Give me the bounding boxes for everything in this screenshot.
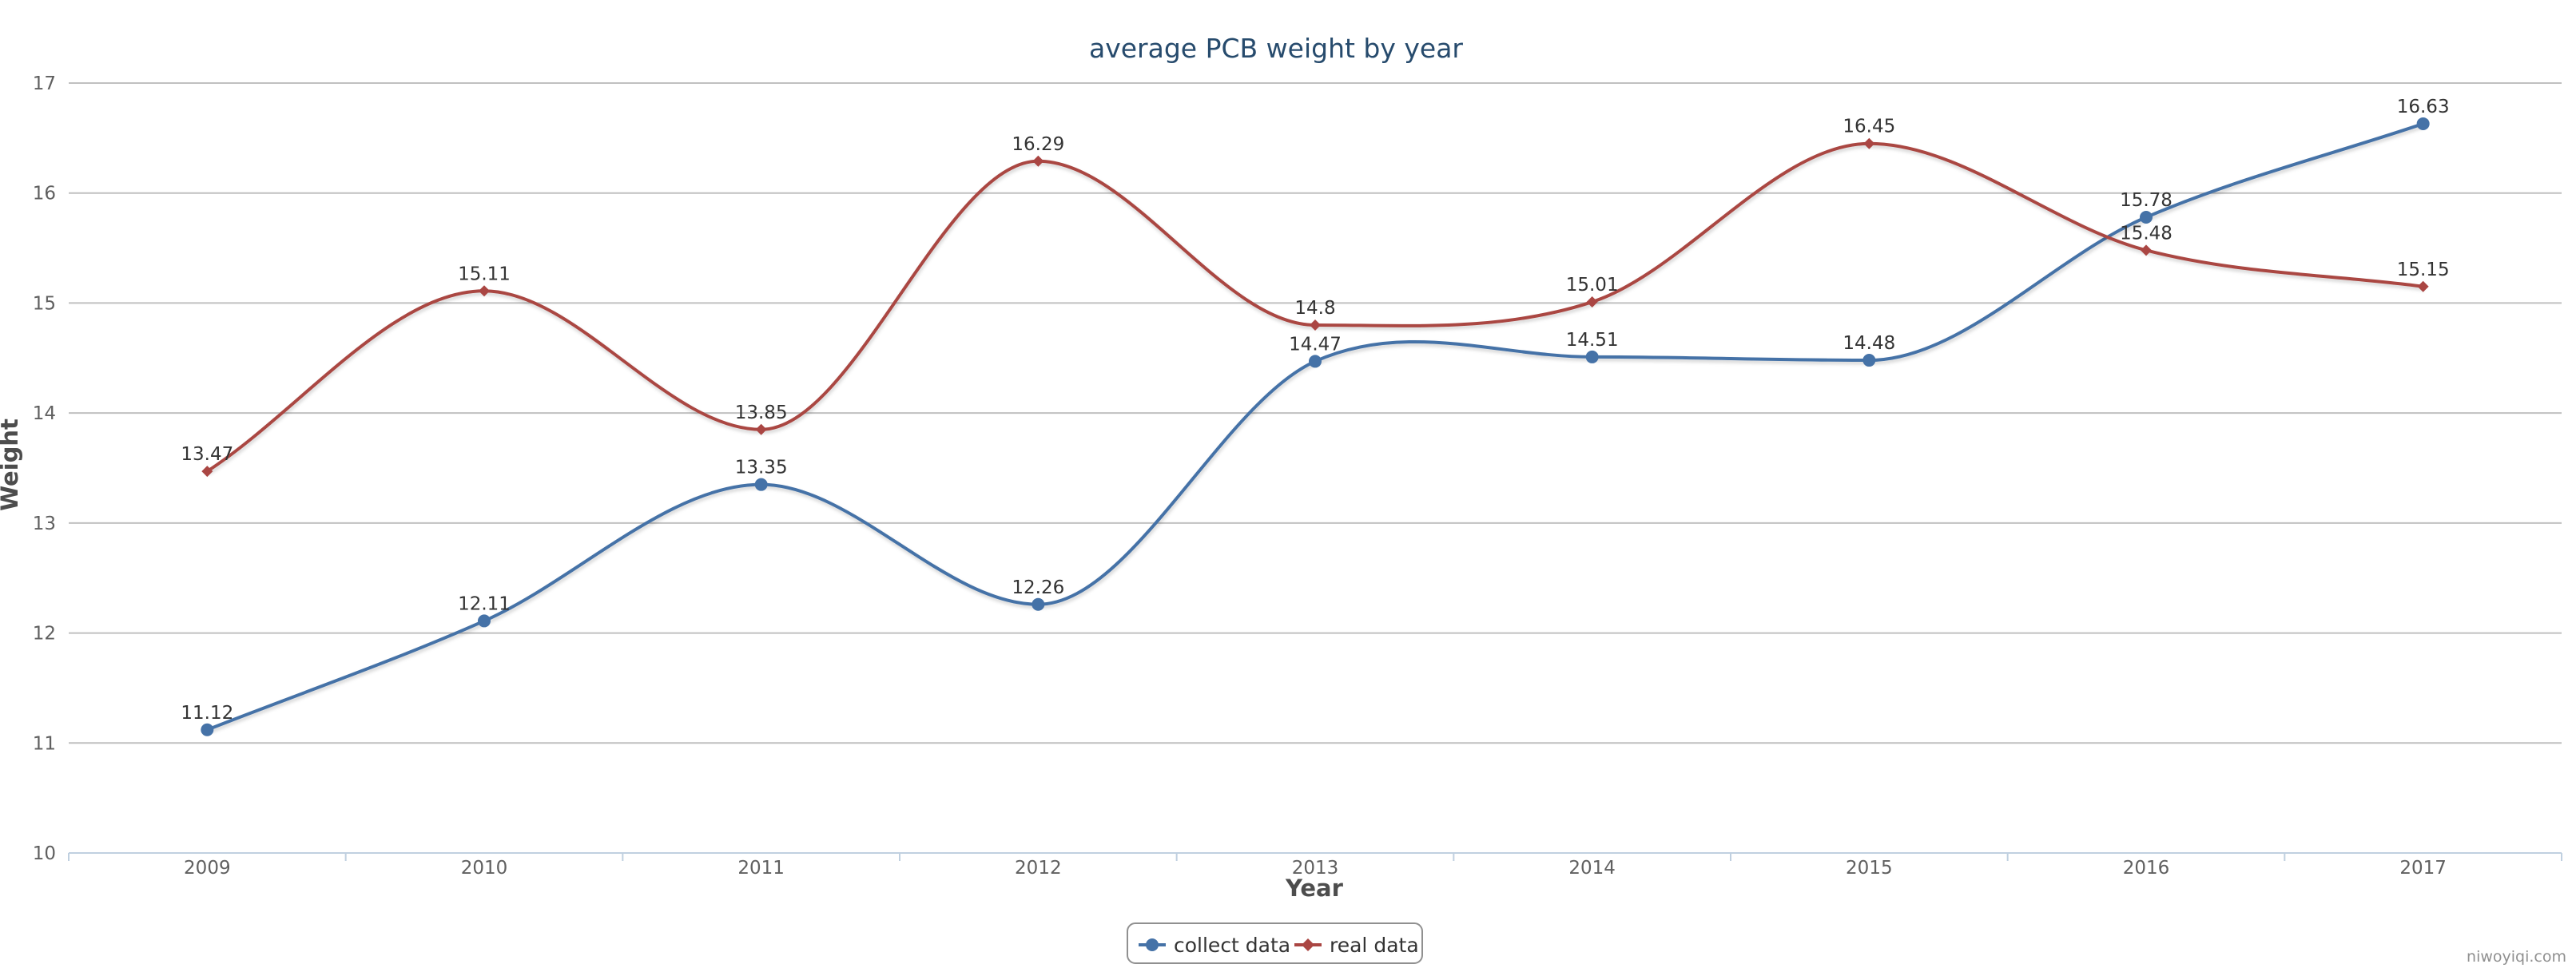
point-marker-real-data[interactable] xyxy=(755,423,767,435)
data-label-real-data: 13.85 xyxy=(735,403,788,423)
point-marker-collect-data[interactable] xyxy=(478,614,491,628)
legend-box xyxy=(1127,922,1423,964)
x-tick-label: 2012 xyxy=(1015,858,1062,879)
point-marker-real-data[interactable] xyxy=(1032,155,1044,167)
data-label-collect-data: 14.48 xyxy=(1843,333,1895,354)
data-label-real-data: 16.45 xyxy=(1843,117,1895,137)
legend-label-real-data: real data xyxy=(1330,934,1419,957)
grid xyxy=(69,82,2562,854)
point-marker-collect-data[interactable] xyxy=(1862,354,1876,367)
x-axis: 2009 2010 2011 2012 2013 2014 2015 2016 2017 xyxy=(68,852,2562,879)
point-marker-real-data[interactable] xyxy=(1586,296,1598,308)
data-label-real-data: 14.8 xyxy=(1294,298,1335,319)
point-marker-real-data[interactable] xyxy=(1310,319,1321,331)
data-label-collect-data: 12.11 xyxy=(458,593,511,614)
point-marker-real-data[interactable] xyxy=(479,285,490,297)
y-tick-label: 12 xyxy=(33,624,56,645)
data-label-real-data: 15.48 xyxy=(2120,223,2173,244)
y-tick-label: 10 xyxy=(33,843,56,864)
legend-marker-real-data xyxy=(1302,938,1314,951)
y-tick-label: 11 xyxy=(33,733,56,754)
data-label-collect-data: 12.26 xyxy=(1012,577,1064,598)
legend-label-collect-data: collect data xyxy=(1174,934,1290,957)
y-tick-label: 13 xyxy=(33,514,56,534)
point-marker-collect-data[interactable] xyxy=(2416,117,2430,130)
y-tick-label: 16 xyxy=(33,184,56,204)
point-marker-real-data[interactable] xyxy=(1863,137,1875,149)
point-marker-collect-data[interactable] xyxy=(2140,211,2153,224)
x-tick-label: 2017 xyxy=(2399,858,2447,879)
series-group xyxy=(201,117,2430,736)
x-tick-label: 2015 xyxy=(1846,858,1893,879)
data-label-real-data: 15.01 xyxy=(1566,275,1619,296)
series-line-collect-data xyxy=(206,122,2424,732)
y-tick-label: 17 xyxy=(33,73,56,94)
x-tick-label: 2014 xyxy=(1568,858,1616,879)
legend[interactable]: collect data real data xyxy=(1127,922,1423,964)
data-label-collect-data: 14.51 xyxy=(1566,330,1619,351)
series-line-real-data xyxy=(206,141,2423,473)
y-axis-title: Weight xyxy=(0,419,23,511)
x-tick-label: 2016 xyxy=(2123,858,2170,879)
chart-title: average PCB weight by year xyxy=(1089,33,1463,64)
data-label-collect-data: 16.63 xyxy=(2397,97,2450,117)
y-tick-label: 14 xyxy=(33,403,56,424)
point-marker-collect-data[interactable] xyxy=(1309,355,1322,368)
point-marker-real-data[interactable] xyxy=(2417,280,2429,292)
point-marker-collect-data[interactable] xyxy=(754,478,768,491)
legend-item-real-data[interactable]: real data xyxy=(1294,934,1419,957)
data-label-real-data: 15.11 xyxy=(458,264,511,284)
data-label-real-data: 13.47 xyxy=(181,444,233,465)
data-labels: 11.12 12.11 13.35 12.26 14.47 14.51 14.48 15.78… xyxy=(181,97,2449,724)
point-marker-collect-data[interactable] xyxy=(201,723,214,736)
x-tick-label: 2011 xyxy=(737,858,785,879)
data-label-real-data: 16.29 xyxy=(1012,134,1064,155)
x-tick-label: 2010 xyxy=(461,858,508,879)
point-marker-real-data[interactable] xyxy=(201,466,213,478)
data-label-collect-data: 11.12 xyxy=(181,703,233,724)
legend-item-collect-data[interactable]: collect data xyxy=(1139,934,1290,957)
point-marker-real-data[interactable] xyxy=(2141,244,2152,256)
legend-marker-collect-data xyxy=(1146,938,1159,951)
point-marker-collect-data[interactable] xyxy=(1585,350,1599,363)
x-axis-title: Year xyxy=(1285,875,1344,902)
data-label-real-data: 15.15 xyxy=(2397,260,2450,280)
x-tick-label: 2009 xyxy=(184,858,231,879)
x-tick-label: 2013 xyxy=(1292,858,1339,879)
data-label-collect-data: 15.78 xyxy=(2120,190,2173,211)
y-tick-label: 15 xyxy=(33,293,56,314)
data-label-collect-data: 14.47 xyxy=(1289,334,1342,355)
credit-text[interactable]: niwoyiqi.com xyxy=(2467,948,2566,966)
y-axis: 10 11 12 13 14 15 16 17 xyxy=(33,73,56,864)
data-label-collect-data: 13.35 xyxy=(735,458,788,478)
point-marker-collect-data[interactable] xyxy=(1032,597,1045,611)
